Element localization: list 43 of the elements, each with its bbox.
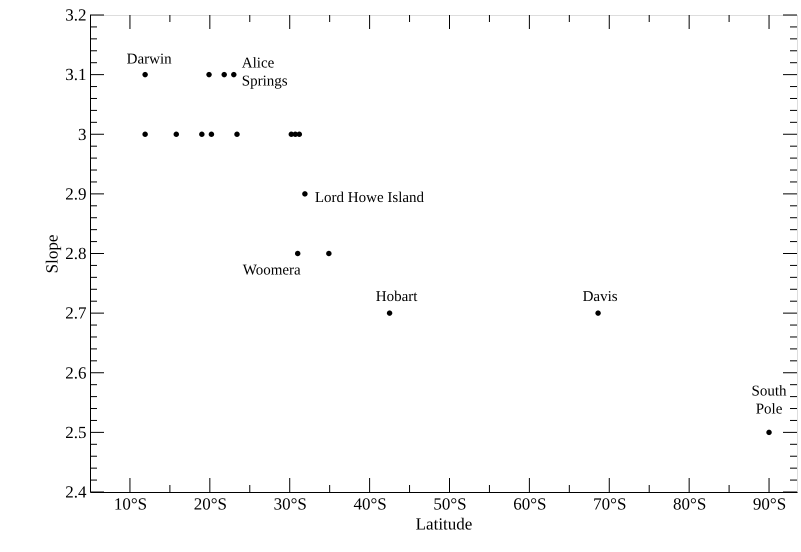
point — [294, 250, 300, 256]
annotation: Hobart — [376, 289, 418, 306]
y-tick-label: 2.6 — [65, 363, 86, 382]
x-tick-label: 80°S — [673, 494, 706, 514]
point — [142, 72, 148, 78]
point — [595, 310, 601, 316]
point — [386, 310, 392, 316]
y-tick-label: 2.5 — [65, 422, 86, 442]
x-tick-label: 60°S — [513, 494, 547, 514]
point — [234, 132, 240, 137]
point — [231, 72, 237, 78]
y-tick-label: 3.2 — [65, 6, 86, 24]
x-tick-label: 90°S — [752, 494, 786, 514]
point — [208, 132, 214, 137]
point — [142, 132, 148, 137]
point — [766, 430, 772, 436]
point — [206, 72, 212, 78]
annotation: Alice Springs — [242, 56, 288, 90]
x-tick-label: 10°S — [114, 494, 148, 514]
annotation: Woomera — [242, 262, 302, 278]
annotation: Davis — [582, 289, 618, 306]
x-tick-label: 40°S — [353, 494, 387, 514]
x-axis-title: Latitude — [416, 514, 472, 534]
point — [199, 132, 205, 137]
y-tick-label: 3 — [78, 124, 86, 144]
x-tick-label: 20°S — [194, 494, 227, 514]
annotation: Darwin — [126, 52, 172, 68]
x-tick-label: 70°S — [593, 494, 626, 514]
point — [221, 72, 227, 78]
point — [302, 191, 308, 197]
annotation: Lord Howe Island — [314, 190, 425, 206]
y-tick-label: 3.1 — [65, 65, 86, 84]
point — [174, 132, 180, 137]
y-tick-label: 2.7 — [65, 304, 87, 323]
y-tick-label: 2.4 — [65, 482, 87, 502]
point — [296, 132, 302, 137]
x-tick-label: 50°S — [433, 494, 467, 514]
point — [326, 250, 332, 256]
y-axis-title: Slope — [42, 234, 62, 274]
x-tick-label: 30°S — [274, 494, 307, 514]
y-tick-label: 2.9 — [65, 184, 86, 204]
annotation: South Pole — [752, 383, 788, 418]
y-tick-label: 2.8 — [65, 244, 86, 263]
